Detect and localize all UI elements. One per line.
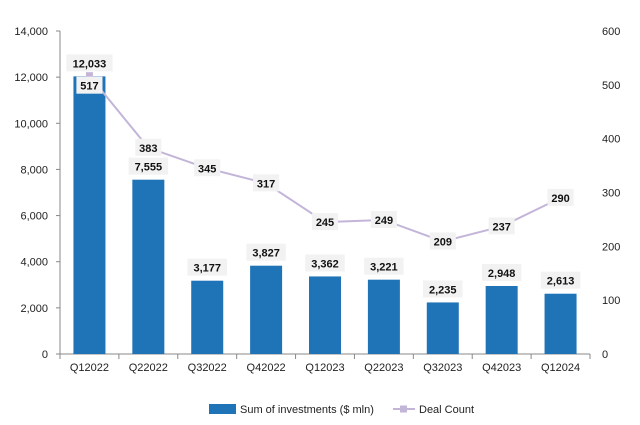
y-left-tick-label: 2,000: [20, 303, 48, 315]
x-tick-label: Q12022: [70, 362, 109, 374]
deal-count-marker: [85, 72, 93, 80]
deal-count-label: 249: [375, 215, 393, 227]
x-tick-label: Q22022: [129, 362, 168, 374]
bar-value-label-bg: [246, 243, 286, 261]
bar-value-label-bg: [364, 257, 404, 275]
y-left-tick-label: 6,000: [20, 211, 48, 223]
x-tick-label: Q22023: [364, 362, 403, 374]
legend-marker-deal-count: [400, 405, 407, 413]
deal-count-label-bg: [311, 213, 339, 231]
investment-bar: [426, 302, 459, 354]
bar-value-label: 2,613: [547, 276, 575, 288]
investment-bar: [73, 76, 106, 354]
bar-value-label: 3,827: [252, 248, 280, 260]
bar-value-label: 12,033: [73, 58, 107, 70]
y-right-tick-label: 300: [602, 188, 620, 200]
x-tick-label: Q32023: [423, 362, 462, 374]
investment-bar: [367, 279, 400, 354]
x-tick-label: Q12023: [305, 362, 344, 374]
x-tick-label: Q42022: [247, 362, 286, 374]
investment-bar: [132, 179, 165, 354]
deal-count-label-bg: [135, 138, 162, 156]
legend-swatch-investments: [209, 404, 236, 414]
deal-count-label: 345: [198, 163, 216, 175]
investment-bar: [485, 285, 518, 354]
bar-value-label: 2,948: [488, 268, 516, 280]
y-right-tick-label: 100: [602, 295, 620, 307]
y-right-tick-label: 0: [602, 349, 608, 361]
deal-count-label-bg: [194, 159, 221, 177]
y-right-tick-label: 500: [602, 80, 620, 92]
y-right-tick-label: 400: [602, 134, 620, 146]
y-left-tick-label: 12,000: [14, 72, 48, 84]
deal-count-label: 209: [434, 236, 452, 248]
legend-label-investments: Sum of investments ($ mln): [240, 404, 374, 416]
x-tick-label: Q42023: [482, 362, 521, 374]
bar-value-label: 3,362: [311, 258, 339, 270]
deal-count-label-bg: [76, 76, 103, 94]
investment-bar: [250, 265, 283, 354]
bar-series-group: [73, 76, 577, 354]
bar-value-label-bg: [128, 157, 169, 175]
deal-count-label: 517: [80, 81, 98, 93]
investment-bar: [544, 293, 577, 354]
y-left-tick-label: 14,000: [14, 26, 48, 38]
y-left-tick-label: 0: [42, 349, 48, 361]
bar-value-label: 3,177: [193, 263, 221, 275]
y-right-tick-label: 200: [602, 241, 620, 253]
deal-count-label-bg: [370, 210, 397, 228]
bar-value-label-bg: [423, 280, 463, 298]
deal-count-label-bg: [429, 232, 456, 250]
x-tick-label: Q12024: [541, 362, 580, 374]
investment-bar: [309, 276, 341, 354]
investment-bar: [191, 280, 224, 354]
y-left-tick-label: 4,000: [20, 257, 48, 269]
y-left-tick-label: 10,000: [14, 118, 48, 130]
y-left-tick-label: 8,000: [20, 164, 48, 176]
bar-value-label-bg: [66, 54, 113, 72]
deal-count-label-bg: [488, 217, 515, 235]
axes-group: 0 2,000 4,000 6,000 8,000 10,000 12,000 14,000 0…: [14, 26, 620, 374]
deal-count-label: 245: [316, 217, 334, 229]
y-right-tick-label: 600: [602, 26, 620, 38]
bar-value-label: 7,555: [135, 162, 163, 174]
bar-value-label-bg: [481, 263, 522, 281]
deal-count-label: 290: [551, 193, 569, 205]
bar-value-label: 2,235: [429, 284, 457, 296]
data-labels-group: 12,033 7,555 3,177 3,827 3,362 3,221 2,235 2,94…: [66, 54, 581, 298]
bar-value-label: 3,221: [370, 262, 398, 274]
bar-value-label-bg: [540, 271, 581, 289]
deal-count-label: 317: [257, 178, 275, 190]
bar-value-label-bg: [187, 258, 227, 276]
deal-count-label-bg: [547, 188, 574, 206]
legend: Sum of investments ($ mln) Deal Count: [209, 404, 474, 416]
legend-label-deal-count: Deal Count: [419, 404, 474, 416]
deal-count-label: 237: [492, 221, 510, 233]
x-tick-label: Q32022: [188, 362, 227, 374]
bar-value-label-bg: [305, 254, 345, 272]
deal-count-label-bg: [253, 174, 280, 192]
deal-count-label: 383: [139, 143, 157, 155]
